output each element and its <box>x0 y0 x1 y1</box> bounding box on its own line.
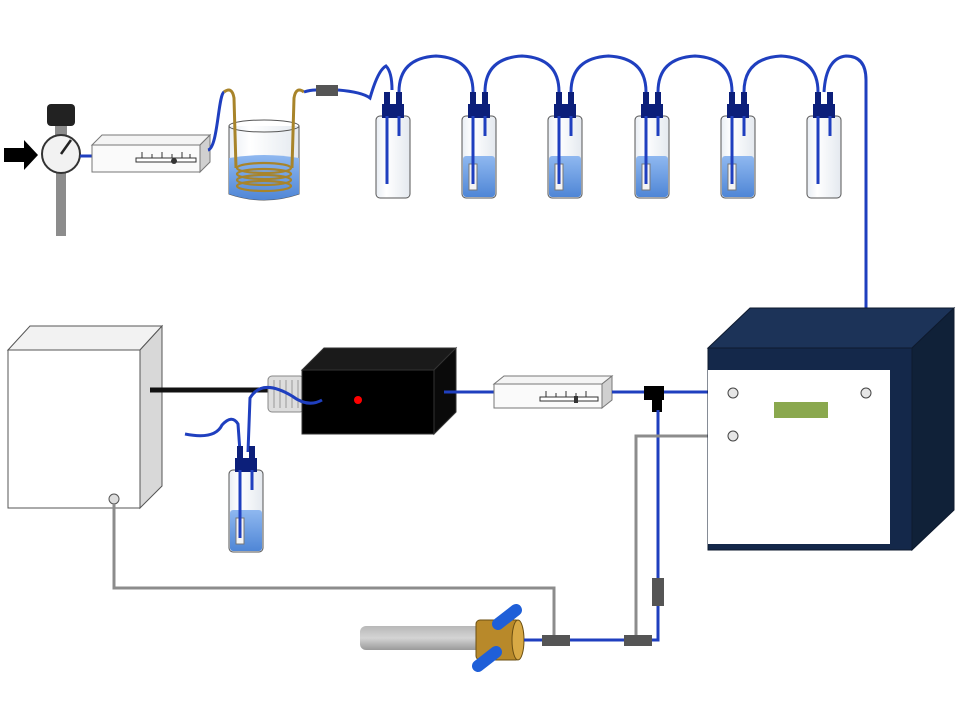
bottle-cap <box>468 104 490 118</box>
lcd-display <box>774 402 828 418</box>
bubbler-bottle <box>228 446 264 553</box>
bubbler-bottle <box>461 92 497 199</box>
coil-icon <box>235 161 293 193</box>
tube-segment <box>207 90 226 152</box>
port-icon <box>108 493 120 505</box>
tube-connector <box>316 85 338 96</box>
tube-segment <box>569 54 648 93</box>
indicator-led <box>354 396 362 404</box>
probe-icon <box>360 626 484 650</box>
bottle-cap <box>382 104 404 118</box>
tube-segment <box>742 54 820 93</box>
tube-segment <box>246 386 323 453</box>
tube-segment <box>184 417 242 453</box>
signal-cable <box>634 434 730 636</box>
port-icon <box>860 387 872 399</box>
tube-connector <box>624 635 652 646</box>
tube-segment <box>303 88 317 94</box>
regulator-stem <box>56 168 66 236</box>
tube-segment <box>822 54 868 390</box>
tube-connector <box>542 635 570 646</box>
water-bath <box>223 88 305 201</box>
analyzer-cabinet <box>706 306 956 552</box>
port-icon <box>727 430 739 442</box>
tube-segment <box>656 54 734 93</box>
signal-cable <box>112 504 556 636</box>
flowmeter-bottom <box>492 374 614 410</box>
tube-connector <box>652 578 664 606</box>
bubbler-bottles <box>375 54 842 199</box>
bubbler-bottle <box>375 92 411 199</box>
bottle-cap <box>813 104 835 118</box>
sample-bottle <box>228 446 264 553</box>
regulator-knob <box>47 104 75 126</box>
tube-segment <box>337 64 394 101</box>
flowmeter-top <box>90 133 212 174</box>
bottle-cap <box>235 458 257 472</box>
bubbler-bottle <box>806 92 842 199</box>
tube-segment <box>397 54 475 93</box>
port-icon <box>727 387 739 399</box>
bubbler-bottle <box>720 92 756 199</box>
black-source-unit <box>267 346 458 436</box>
tee-connector <box>644 386 664 412</box>
tube-segment <box>652 606 660 642</box>
gas-inlet-arrow <box>4 140 38 170</box>
controller-cabinet <box>6 324 164 510</box>
bottle-cap <box>554 104 576 118</box>
pressure-regulator <box>41 104 81 236</box>
bubbler-bottle <box>634 92 670 199</box>
bubbler-bottle <box>547 92 583 199</box>
probe-assembly <box>360 604 525 672</box>
bottle-cap <box>641 104 663 118</box>
tube-segment <box>483 54 561 93</box>
bottle-cap <box>727 104 749 118</box>
